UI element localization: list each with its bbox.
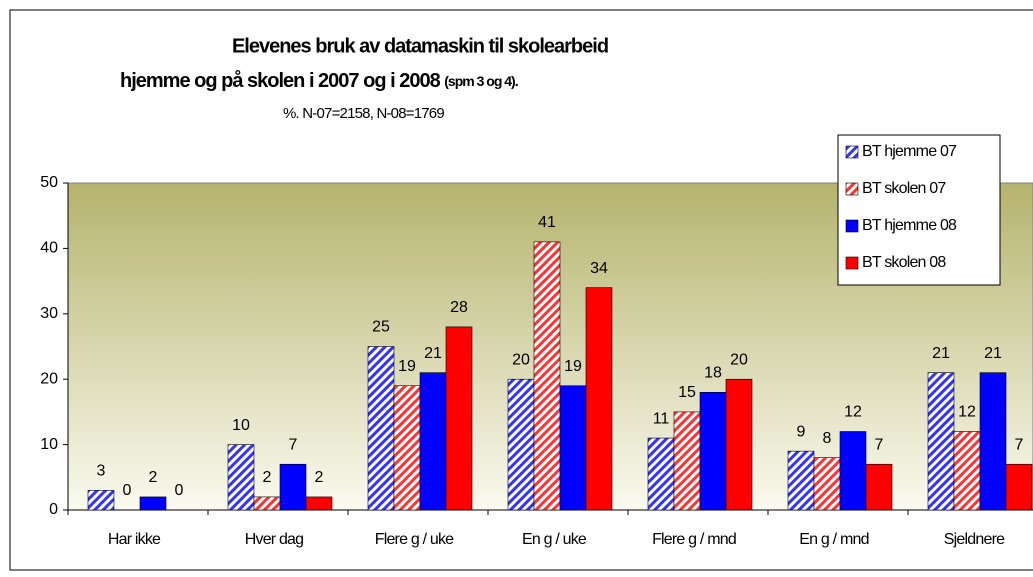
bar bbox=[839, 431, 867, 511]
data-label: 41 bbox=[538, 214, 556, 231]
data-label: 21 bbox=[984, 345, 1002, 362]
data-label: 21 bbox=[424, 345, 442, 362]
data-label: 20 bbox=[730, 351, 748, 368]
y-tick-label: 10 bbox=[40, 436, 58, 453]
x-tick-label: Sjeldnere bbox=[944, 531, 1005, 548]
data-label: 25 bbox=[372, 319, 390, 336]
data-label: 19 bbox=[398, 358, 416, 375]
bar bbox=[1005, 463, 1033, 511]
x-tick-label: En g / uke bbox=[522, 531, 587, 548]
legend-swatch bbox=[845, 145, 859, 159]
y-tick-label: 20 bbox=[40, 370, 58, 387]
data-label: 15 bbox=[678, 384, 696, 401]
bar bbox=[253, 496, 281, 511]
bar bbox=[647, 437, 675, 511]
bar bbox=[227, 444, 255, 511]
bar bbox=[419, 372, 447, 511]
title-main: hjemme og på skolen i 2007 og i 2008 bbox=[120, 69, 441, 92]
data-label: 28 bbox=[450, 299, 468, 316]
x-tick-label: Flere g / mnd bbox=[652, 531, 736, 548]
data-label: 0 bbox=[175, 482, 184, 499]
y-tick-label: 50 bbox=[40, 174, 58, 191]
legend-label: BT hjemme 08 bbox=[862, 217, 957, 234]
y-tick-label: 0 bbox=[49, 501, 58, 518]
y-tick-label: 30 bbox=[40, 305, 58, 322]
bar bbox=[279, 463, 307, 511]
y-tick-label: 40 bbox=[40, 240, 58, 257]
bar bbox=[305, 496, 333, 511]
bar bbox=[139, 496, 167, 511]
chart-title-line2: hjemme og på skolen i 2007 og i 2008 (sp… bbox=[120, 69, 518, 92]
bar bbox=[813, 457, 841, 511]
data-label: 3 bbox=[97, 463, 106, 480]
x-tick-label: Hver dag bbox=[245, 531, 304, 548]
data-label: 21 bbox=[932, 345, 950, 362]
legend-swatch bbox=[845, 182, 859, 196]
data-label: 7 bbox=[289, 436, 298, 453]
bar bbox=[585, 287, 613, 511]
data-label: 12 bbox=[844, 404, 862, 421]
data-label: 18 bbox=[704, 364, 722, 381]
bar bbox=[367, 346, 395, 511]
data-label: 7 bbox=[1015, 436, 1024, 453]
title-note: (spm 3 og 4). bbox=[444, 73, 517, 89]
data-label: 2 bbox=[149, 469, 158, 486]
data-label: 7 bbox=[875, 436, 884, 453]
data-label: 0 bbox=[123, 482, 132, 499]
data-label: 2 bbox=[263, 469, 272, 486]
chart-subtitle: %. N-07=2158, N-08=1769 bbox=[283, 105, 444, 122]
data-label: 12 bbox=[958, 404, 976, 421]
x-tick-label: Flere g / uke bbox=[375, 531, 454, 548]
bar bbox=[865, 463, 893, 511]
bar bbox=[445, 326, 473, 511]
legend-label: BT skolen 07 bbox=[862, 180, 946, 197]
data-label: 10 bbox=[232, 417, 250, 434]
bar bbox=[559, 385, 587, 511]
data-label: 11 bbox=[653, 410, 670, 427]
legend-label: BT hjemme 07 bbox=[862, 143, 957, 160]
data-label: 19 bbox=[564, 358, 582, 375]
x-tick-label: Har ikke bbox=[108, 531, 161, 548]
bar bbox=[507, 378, 535, 511]
bar bbox=[699, 391, 727, 511]
data-label: 34 bbox=[590, 260, 608, 277]
data-label: 8 bbox=[823, 430, 832, 447]
data-label: 2 bbox=[315, 469, 324, 486]
bar bbox=[533, 241, 561, 511]
data-label: 20 bbox=[512, 351, 530, 368]
data-label: 9 bbox=[797, 423, 806, 440]
legend-swatch bbox=[845, 219, 859, 233]
bar bbox=[927, 372, 955, 511]
bar bbox=[725, 378, 753, 511]
bar bbox=[787, 450, 815, 511]
bar bbox=[979, 372, 1007, 511]
bar bbox=[953, 431, 981, 511]
bar bbox=[87, 490, 115, 511]
legend-box bbox=[837, 134, 1001, 286]
legend-label: BT skolen 08 bbox=[862, 254, 946, 271]
bar bbox=[393, 385, 421, 511]
x-tick-label: En g / mnd bbox=[799, 531, 868, 548]
bar bbox=[673, 411, 701, 511]
legend-swatch bbox=[845, 256, 859, 270]
chart-title: Elevenes bruk av datamaskin til skolearb… bbox=[232, 35, 608, 57]
